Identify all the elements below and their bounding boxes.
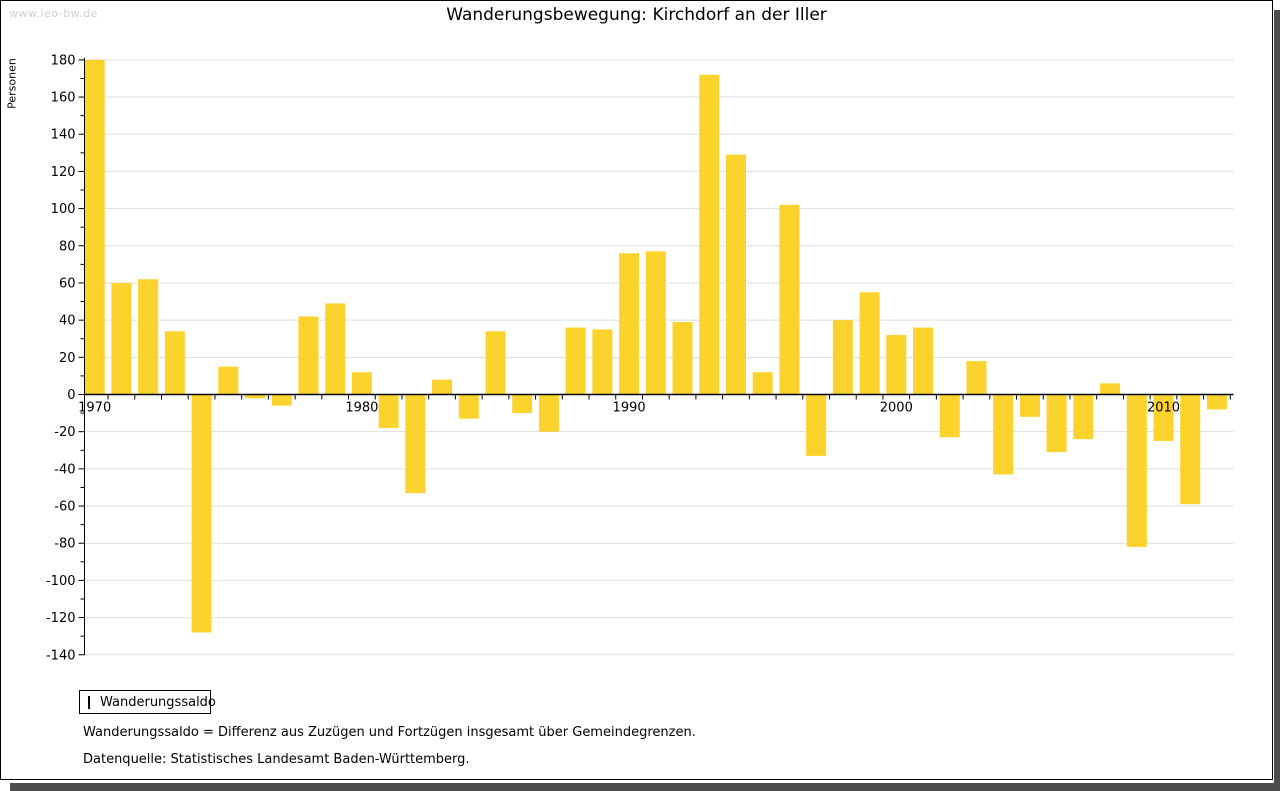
bar-2004 bbox=[993, 394, 1014, 475]
frame-shadow-right bbox=[1274, 10, 1280, 791]
bar-1994 bbox=[725, 154, 746, 395]
watermark-logo: www.leo-bw.de bbox=[9, 7, 98, 20]
y-tick-label: 80 bbox=[59, 239, 76, 254]
bar-2006 bbox=[1046, 394, 1067, 453]
bar-1972 bbox=[138, 279, 159, 395]
bar-2011 bbox=[1180, 394, 1201, 505]
y-tick-label: 0 bbox=[67, 388, 75, 403]
x-tick-label: 1980 bbox=[345, 401, 378, 416]
footnote-datasource: Datenquelle: Statistisches Landesamt Bad… bbox=[83, 752, 470, 767]
bar-1985 bbox=[485, 331, 506, 395]
y-tick-label: -120 bbox=[46, 611, 76, 626]
bar-2000 bbox=[886, 335, 907, 395]
frame-shadow-bottom bbox=[10, 783, 1280, 791]
bar-2012 bbox=[1206, 394, 1227, 410]
y-tick-label: -20 bbox=[54, 425, 75, 440]
bar-2010 bbox=[1153, 394, 1174, 441]
bar-2008 bbox=[1100, 383, 1121, 395]
footnote-definition: Wanderungssaldo = Differenz aus Zuzügen … bbox=[83, 725, 696, 740]
y-tick-label: -100 bbox=[46, 574, 76, 589]
y-tick-label: 120 bbox=[51, 165, 76, 180]
y-tick-label: -60 bbox=[54, 500, 75, 515]
bar-1997 bbox=[806, 394, 827, 456]
y-tick-label: -80 bbox=[54, 537, 75, 552]
bar-2001 bbox=[913, 327, 934, 395]
x-tick-label: 2010 bbox=[1147, 401, 1180, 416]
bar-1984 bbox=[458, 394, 479, 419]
bar-2009 bbox=[1126, 394, 1147, 547]
bar-1983 bbox=[432, 379, 453, 395]
page-title: Wanderungsbewegung: Kirchdorf an der Ill… bbox=[446, 5, 827, 25]
bar-1996 bbox=[779, 204, 800, 395]
bar-1998 bbox=[832, 320, 853, 395]
y-tick-label: -40 bbox=[54, 462, 75, 477]
migration-bar-chart: -140 -120 -100 -80 -60 -40 -20 0 20 40 60 80 100 120 1… bbox=[46, 53, 1234, 663]
bar-1977 bbox=[271, 394, 292, 406]
bar-1999 bbox=[859, 292, 880, 395]
bar-1992 bbox=[672, 321, 693, 395]
bar-1987 bbox=[538, 394, 559, 432]
bar-1995 bbox=[752, 372, 773, 395]
bar-1976 bbox=[245, 394, 266, 399]
bar-2002 bbox=[939, 394, 960, 438]
bar-1980 bbox=[351, 372, 372, 395]
x-tick-label: 1970 bbox=[78, 401, 111, 416]
bar-1971 bbox=[111, 282, 132, 395]
y-tick-label: -140 bbox=[46, 648, 76, 663]
bar-1975 bbox=[218, 366, 239, 395]
bar-1974 bbox=[191, 394, 212, 633]
bar-1979 bbox=[325, 303, 346, 395]
bar-1970 bbox=[84, 59, 105, 395]
bar-2005 bbox=[1019, 394, 1040, 417]
bar-1982 bbox=[405, 394, 426, 494]
bar-1993 bbox=[699, 74, 720, 395]
bar-1981 bbox=[378, 394, 399, 428]
y-tick-label: 140 bbox=[51, 128, 76, 143]
legend: Wanderungssaldo bbox=[79, 690, 216, 714]
y-tick-label: 60 bbox=[59, 276, 76, 291]
bar-1986 bbox=[512, 394, 533, 414]
legend-label: Wanderungssaldo bbox=[100, 694, 216, 710]
y-tick-label: 100 bbox=[51, 202, 76, 217]
y-tick-label: 40 bbox=[59, 314, 76, 329]
bar-1988 bbox=[565, 327, 586, 395]
bar-1990 bbox=[619, 253, 640, 395]
bar-1991 bbox=[645, 251, 666, 395]
bar-2003 bbox=[966, 361, 987, 395]
y-tick-label: 160 bbox=[51, 91, 76, 106]
bar-2007 bbox=[1073, 394, 1094, 440]
legend-color-swatch bbox=[88, 695, 90, 709]
y-tick-label: 20 bbox=[59, 351, 76, 366]
bar-1978 bbox=[298, 316, 319, 395]
bar-1989 bbox=[592, 329, 613, 395]
x-tick-label: 1990 bbox=[613, 401, 646, 416]
y-tick-label: 180 bbox=[51, 53, 76, 68]
x-tick-label: 2000 bbox=[880, 401, 913, 416]
bar-1973 bbox=[164, 331, 185, 395]
